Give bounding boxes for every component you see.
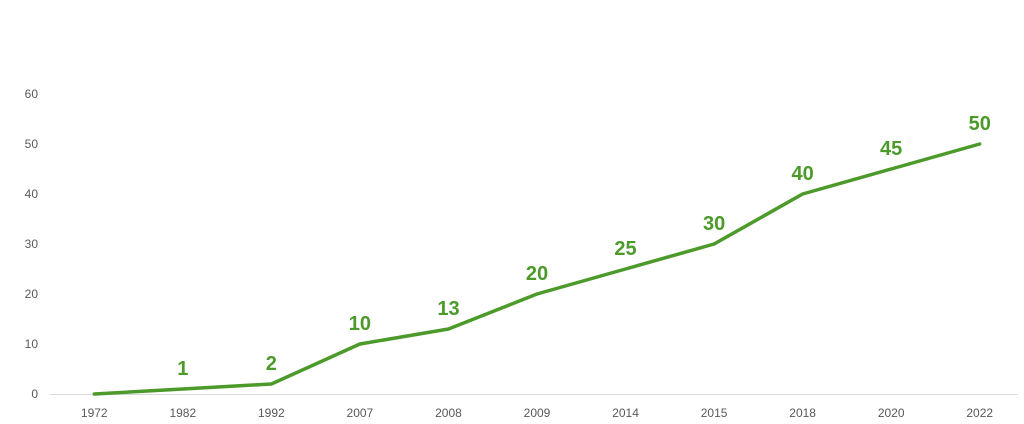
- y-axis-ticks: 0 10 20 30 40 50 60: [25, 87, 39, 401]
- series-line: [92, 142, 982, 396]
- x-tick-label: 2009: [524, 406, 551, 420]
- data-label: 1: [177, 358, 188, 380]
- x-axis-ticks: 1972 1982 1992 2007 2008 2009 2014 2015 2018 2020…: [81, 406, 993, 420]
- y-tick-label: 30: [25, 237, 39, 251]
- x-tick-label: 2008: [435, 406, 462, 420]
- x-tick-label: 1992: [258, 406, 285, 420]
- y-tick-label: 50: [25, 137, 39, 151]
- y-tick-label: 60: [25, 87, 39, 101]
- data-label: 10: [349, 313, 371, 335]
- x-tick-label: 1982: [169, 406, 196, 420]
- y-tick-label: 0: [31, 387, 38, 401]
- x-tick-label: 2015: [701, 406, 728, 420]
- data-label: 45: [880, 138, 902, 160]
- y-tick-label: 10: [25, 337, 39, 351]
- y-tick-label: 20: [25, 287, 39, 301]
- data-label: 20: [526, 263, 548, 285]
- data-label: 50: [969, 113, 991, 135]
- y-tick-label: 40: [25, 187, 39, 201]
- data-label: 2: [266, 353, 277, 375]
- x-tick-label: 2014: [612, 406, 639, 420]
- data-label: 30: [703, 213, 725, 235]
- x-tick-label: 2007: [347, 406, 374, 420]
- data-label: 40: [792, 163, 814, 185]
- x-tick-label: 2020: [878, 406, 905, 420]
- data-label: 13: [437, 298, 459, 320]
- x-tick-label: 2022: [966, 406, 993, 420]
- x-tick-label: 2018: [789, 406, 816, 420]
- data-label: 25: [614, 238, 636, 260]
- data-labels: 1 2 10 13 20 25 30 40 45 50: [177, 113, 991, 380]
- x-tick-label: 1972: [81, 406, 108, 420]
